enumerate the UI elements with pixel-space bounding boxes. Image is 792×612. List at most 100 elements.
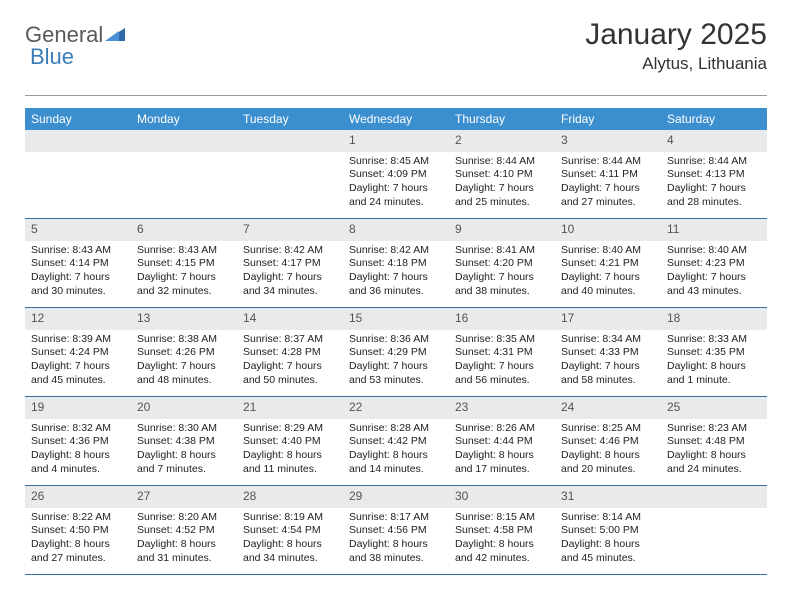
sunset-text: Sunset: 4:33 PM (561, 346, 655, 360)
day-cell: 11Sunrise: 8:40 AMSunset: 4:23 PMDayligh… (661, 219, 767, 307)
sunset-text: Sunset: 4:11 PM (561, 168, 655, 182)
week-row: 1Sunrise: 8:45 AMSunset: 4:09 PMDaylight… (25, 130, 767, 219)
dayhead-tue: Tuesday (237, 108, 343, 130)
day-number: 19 (25, 397, 131, 419)
sunset-text: Sunset: 4:42 PM (349, 435, 443, 449)
sunset-text: Sunset: 4:10 PM (455, 168, 549, 182)
sunrise-text: Sunrise: 8:45 AM (349, 155, 443, 169)
day-number: 7 (237, 219, 343, 241)
sunrise-text: Sunrise: 8:22 AM (31, 511, 125, 525)
sunrise-text: Sunrise: 8:43 AM (31, 244, 125, 258)
day-number: 23 (449, 397, 555, 419)
daylight-text: Daylight: 8 hours and 42 minutes. (455, 538, 549, 565)
sunset-text: Sunset: 4:20 PM (455, 257, 549, 271)
sunrise-text: Sunrise: 8:33 AM (667, 333, 761, 347)
day-number (661, 486, 767, 508)
week-row: 19Sunrise: 8:32 AMSunset: 4:36 PMDayligh… (25, 397, 767, 486)
sunrise-text: Sunrise: 8:30 AM (137, 422, 231, 436)
sunset-text: Sunset: 4:31 PM (455, 346, 549, 360)
sunset-text: Sunset: 4:52 PM (137, 524, 231, 538)
daylight-text: Daylight: 7 hours and 38 minutes. (455, 271, 549, 298)
sunset-text: Sunset: 4:17 PM (243, 257, 337, 271)
dayhead-wed: Wednesday (343, 108, 449, 130)
day-body: Sunrise: 8:43 AMSunset: 4:15 PMDaylight:… (131, 241, 237, 305)
day-number: 27 (131, 486, 237, 508)
sunset-text: Sunset: 4:54 PM (243, 524, 337, 538)
day-cell: 1Sunrise: 8:45 AMSunset: 4:09 PMDaylight… (343, 130, 449, 218)
sunrise-text: Sunrise: 8:25 AM (561, 422, 655, 436)
day-body: Sunrise: 8:22 AMSunset: 4:50 PMDaylight:… (25, 508, 131, 572)
daylight-text: Daylight: 7 hours and 43 minutes. (667, 271, 761, 298)
day-number: 12 (25, 308, 131, 330)
sunset-text: Sunset: 4:23 PM (667, 257, 761, 271)
sunset-text: Sunset: 4:29 PM (349, 346, 443, 360)
day-body: Sunrise: 8:32 AMSunset: 4:36 PMDaylight:… (25, 419, 131, 483)
sunset-text: Sunset: 4:35 PM (667, 346, 761, 360)
daylight-text: Daylight: 7 hours and 53 minutes. (349, 360, 443, 387)
sunrise-text: Sunrise: 8:44 AM (667, 155, 761, 169)
day-number: 15 (343, 308, 449, 330)
day-body: Sunrise: 8:17 AMSunset: 4:56 PMDaylight:… (343, 508, 449, 572)
day-cell: 15Sunrise: 8:36 AMSunset: 4:29 PMDayligh… (343, 308, 449, 396)
sunset-text: Sunset: 4:13 PM (667, 168, 761, 182)
dayhead-thu: Thursday (449, 108, 555, 130)
day-number (25, 130, 131, 152)
day-number: 31 (555, 486, 661, 508)
daylight-text: Daylight: 7 hours and 30 minutes. (31, 271, 125, 298)
day-cell: 13Sunrise: 8:38 AMSunset: 4:26 PMDayligh… (131, 308, 237, 396)
day-number (237, 130, 343, 152)
sunrise-text: Sunrise: 8:29 AM (243, 422, 337, 436)
daylight-text: Daylight: 7 hours and 56 minutes. (455, 360, 549, 387)
daylight-text: Daylight: 8 hours and 7 minutes. (137, 449, 231, 476)
day-cell: 12Sunrise: 8:39 AMSunset: 4:24 PMDayligh… (25, 308, 131, 396)
sunset-text: Sunset: 4:58 PM (455, 524, 549, 538)
day-body: Sunrise: 8:44 AMSunset: 4:11 PMDaylight:… (555, 152, 661, 216)
sunrise-text: Sunrise: 8:26 AM (455, 422, 549, 436)
day-body: Sunrise: 8:29 AMSunset: 4:40 PMDaylight:… (237, 419, 343, 483)
header: January 2025 Alytus, Lithuania (585, 18, 767, 74)
day-cell: 4Sunrise: 8:44 AMSunset: 4:13 PMDaylight… (661, 130, 767, 218)
logo-triangle-icon (105, 25, 125, 46)
day-body: Sunrise: 8:25 AMSunset: 4:46 PMDaylight:… (555, 419, 661, 483)
dayhead-sat: Saturday (661, 108, 767, 130)
daylight-text: Daylight: 7 hours and 32 minutes. (137, 271, 231, 298)
header-rule (25, 95, 767, 96)
daylight-text: Daylight: 7 hours and 48 minutes. (137, 360, 231, 387)
sunset-text: Sunset: 4:21 PM (561, 257, 655, 271)
sunset-text: Sunset: 4:38 PM (137, 435, 231, 449)
dayhead-mon: Monday (131, 108, 237, 130)
day-cell: 30Sunrise: 8:15 AMSunset: 4:58 PMDayligh… (449, 486, 555, 574)
sunrise-text: Sunrise: 8:41 AM (455, 244, 549, 258)
daylight-text: Daylight: 8 hours and 14 minutes. (349, 449, 443, 476)
sunrise-text: Sunrise: 8:40 AM (667, 244, 761, 258)
sunset-text: Sunset: 4:18 PM (349, 257, 443, 271)
day-body: Sunrise: 8:26 AMSunset: 4:44 PMDaylight:… (449, 419, 555, 483)
dayhead-sun: Sunday (25, 108, 131, 130)
day-cell: 5Sunrise: 8:43 AMSunset: 4:14 PMDaylight… (25, 219, 131, 307)
day-body: Sunrise: 8:20 AMSunset: 4:52 PMDaylight:… (131, 508, 237, 572)
week-row: 12Sunrise: 8:39 AMSunset: 4:24 PMDayligh… (25, 308, 767, 397)
day-body: Sunrise: 8:33 AMSunset: 4:35 PMDaylight:… (661, 330, 767, 394)
day-number: 26 (25, 486, 131, 508)
day-number: 10 (555, 219, 661, 241)
day-body: Sunrise: 8:35 AMSunset: 4:31 PMDaylight:… (449, 330, 555, 394)
day-body: Sunrise: 8:44 AMSunset: 4:10 PMDaylight:… (449, 152, 555, 216)
sunset-text: Sunset: 5:00 PM (561, 524, 655, 538)
sunrise-text: Sunrise: 8:23 AM (667, 422, 761, 436)
daylight-text: Daylight: 8 hours and 31 minutes. (137, 538, 231, 565)
daylight-text: Daylight: 8 hours and 11 minutes. (243, 449, 337, 476)
week-row: 5Sunrise: 8:43 AMSunset: 4:14 PMDaylight… (25, 219, 767, 308)
logo-text-blue: Blue (30, 44, 74, 69)
day-cell: 20Sunrise: 8:30 AMSunset: 4:38 PMDayligh… (131, 397, 237, 485)
daylight-text: Daylight: 7 hours and 40 minutes. (561, 271, 655, 298)
daylight-text: Daylight: 8 hours and 1 minute. (667, 360, 761, 387)
sunrise-text: Sunrise: 8:28 AM (349, 422, 443, 436)
sunrise-text: Sunrise: 8:42 AM (349, 244, 443, 258)
location: Alytus, Lithuania (585, 54, 767, 74)
day-number: 4 (661, 130, 767, 152)
day-body: Sunrise: 8:41 AMSunset: 4:20 PMDaylight:… (449, 241, 555, 305)
day-number: 18 (661, 308, 767, 330)
day-cell: 27Sunrise: 8:20 AMSunset: 4:52 PMDayligh… (131, 486, 237, 574)
weeks-container: 1Sunrise: 8:45 AMSunset: 4:09 PMDaylight… (25, 130, 767, 575)
sunrise-text: Sunrise: 8:40 AM (561, 244, 655, 258)
